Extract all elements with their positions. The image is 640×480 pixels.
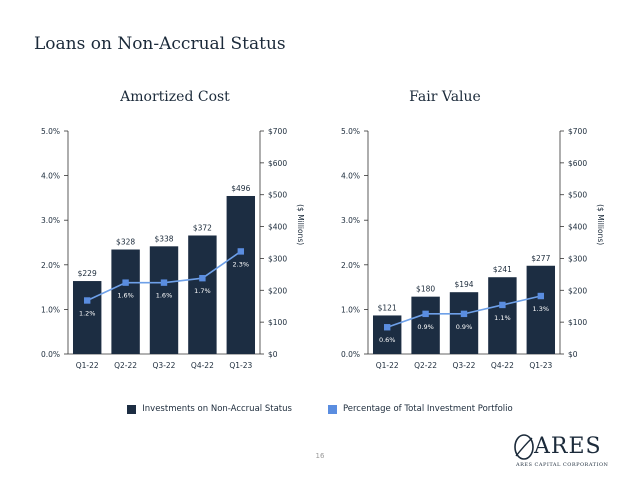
left-axis-tick-label: 1.0% — [41, 305, 60, 314]
bar — [411, 296, 440, 354]
right-axis-title: ($ Millions) — [296, 204, 305, 245]
percentage-marker — [422, 310, 429, 318]
right-axis-tick-label: $0 — [268, 350, 278, 359]
fair-value-chart: 0.0% 1.0% 2.0% 3.0% 4.0% 5.0% $0 $100 $200 $300 $4… — [341, 127, 605, 370]
left-axis-tick-label: 3.0% — [41, 216, 60, 225]
percentage-marker — [160, 279, 168, 286]
x-axis-category-label: Q4-22 — [491, 361, 514, 370]
percentage-value-label: 1.6% — [156, 292, 173, 300]
percentage-marker — [237, 248, 244, 255]
percentage-value-label: 0.9% — [417, 323, 434, 331]
page-title: Loans on Non-Accrual Status — [34, 34, 286, 54]
percentage-value-label: 0.9% — [456, 323, 473, 331]
bar-value-label: $180 — [416, 285, 435, 294]
percentage-marker — [199, 274, 206, 282]
logo-text: ARES — [534, 434, 602, 459]
bar — [526, 265, 556, 354]
percentage-marker — [499, 301, 506, 309]
legend-swatch-bars — [127, 404, 137, 414]
right-axis-tick-label: $200 — [268, 286, 287, 295]
right-axis-tick-label: $200 — [568, 286, 587, 295]
bar — [449, 292, 479, 354]
x-axis-category-label: Q2-22 — [114, 361, 137, 370]
bar-value-label: $496 — [231, 184, 250, 193]
percentage-value-label: 1.7% — [194, 287, 211, 295]
x-axis-category-label: Q4-22 — [191, 361, 214, 370]
x-axis-category-label: Q3-22 — [153, 361, 176, 370]
percentage-marker — [537, 292, 544, 300]
bar — [72, 281, 102, 354]
right-axis-tick-label: $300 — [568, 254, 587, 263]
bar-value-label: $338 — [154, 234, 173, 243]
bar — [149, 246, 179, 354]
right-axis-tick-label: $300 — [268, 254, 287, 263]
percentage-value-label: 1.6% — [117, 292, 134, 300]
bar-value-label: $372 — [193, 223, 212, 232]
bar-value-label: $277 — [531, 254, 550, 263]
right-axis-title: ($ Millions) — [596, 204, 605, 245]
chart-title-fair-value: Fair Value — [409, 89, 481, 105]
left-axis-tick-label: 1.0% — [341, 305, 360, 314]
bar — [226, 195, 256, 354]
left-axis-tick-label: 4.0% — [341, 172, 360, 181]
bar-value-label: $241 — [493, 265, 512, 274]
page-number: 16 — [315, 452, 325, 460]
left-axis-tick-label: 3.0% — [341, 216, 360, 225]
bar-value-label: $121 — [378, 303, 397, 312]
x-axis-category-label: Q1-23 — [529, 361, 552, 370]
legend-item-bars: Investments on Non-Accrual Status — [127, 404, 292, 414]
percentage-value-label: 2.3% — [233, 260, 250, 268]
right-axis-tick-label: $600 — [568, 159, 587, 168]
right-axis-tick-label: $500 — [268, 191, 287, 200]
left-axis-tick-label: 2.0% — [341, 261, 360, 270]
legend-item-line: Percentage of Total Investment Portfolio — [327, 404, 513, 414]
right-axis-tick-label: $600 — [268, 159, 287, 168]
bar — [111, 249, 140, 354]
right-axis-tick-label: $400 — [268, 223, 287, 232]
left-axis-tick-label: 0.0% — [341, 350, 360, 359]
bar — [372, 315, 402, 354]
amortized-cost-chart: 0.0% 1.0% 2.0% 3.0% 4.0% 5.0% $0 $100 $200 $300 $4… — [41, 127, 305, 370]
right-axis-tick-label: $0 — [568, 350, 578, 359]
percentage-marker — [122, 279, 129, 286]
left-axis-tick-label: 2.0% — [41, 261, 60, 270]
right-axis-tick-label: $700 — [568, 127, 587, 136]
bar-value-label: $194 — [454, 280, 473, 289]
left-axis-tick-label: 5.0% — [341, 127, 360, 136]
bar — [488, 277, 517, 354]
ares-logo-mark-icon — [514, 434, 534, 460]
right-axis-tick-label: $100 — [568, 318, 587, 327]
right-axis-tick-label: $500 — [568, 191, 587, 200]
legend-label-bars: Investments on Non-Accrual Status — [142, 404, 292, 414]
percentage-value-label: 0.6% — [379, 336, 396, 344]
ares-logo: ARES ARES CAPITAL CORPORATION — [512, 432, 622, 472]
legend-label-line: Percentage of Total Investment Portfolio — [342, 404, 513, 414]
percentage-marker — [460, 310, 468, 318]
percentage-marker — [84, 297, 91, 304]
bar — [188, 235, 217, 354]
x-axis-category-label: Q2-22 — [414, 361, 437, 370]
chart-title-amortized-cost: Amortized Cost — [120, 89, 230, 105]
bar-value-label: $229 — [78, 269, 97, 278]
x-axis-category-label: Q1-23 — [229, 361, 252, 370]
right-axis-tick-label: $400 — [568, 223, 587, 232]
x-axis-category-label: Q1-22 — [376, 361, 399, 370]
logo-subtext: ARES CAPITAL CORPORATION — [516, 462, 609, 468]
percentage-value-label: 1.3% — [533, 305, 550, 313]
x-axis-category-label: Q3-22 — [453, 361, 476, 370]
left-axis-tick-label: 5.0% — [41, 127, 60, 136]
percentage-value-label: 1.2% — [79, 309, 96, 317]
left-axis-tick-label: 4.0% — [41, 172, 60, 181]
legend: Investments on Non-Accrual Status Percen… — [0, 404, 640, 414]
right-axis-tick-label: $700 — [268, 127, 287, 136]
x-axis-category-label: Q1-22 — [76, 361, 99, 370]
left-axis-tick-label: 0.0% — [41, 350, 60, 359]
right-axis-tick-label: $100 — [268, 318, 287, 327]
percentage-value-label: 1.1% — [494, 314, 511, 322]
percentage-marker — [384, 324, 391, 331]
legend-swatch-line — [327, 404, 337, 414]
bar-value-label: $328 — [116, 238, 135, 247]
